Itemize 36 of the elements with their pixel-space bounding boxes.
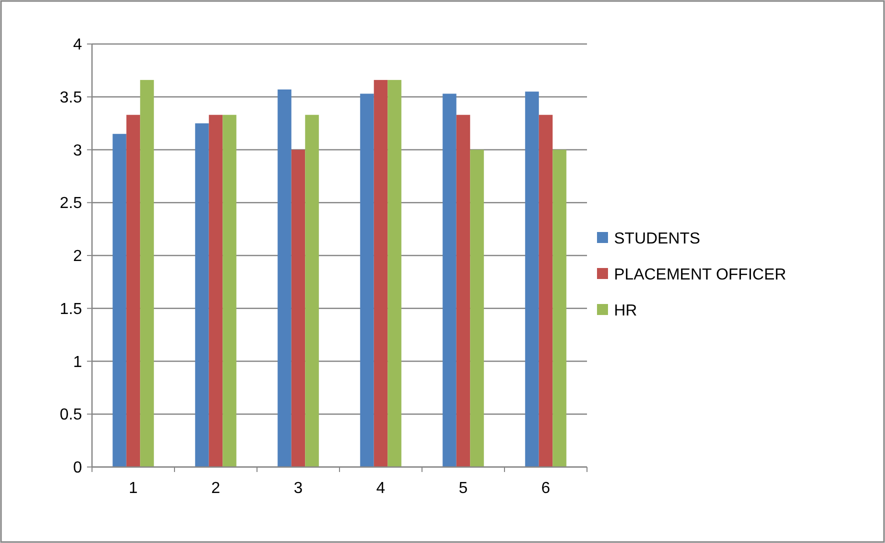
- y-tick-label: 3.5: [60, 89, 82, 106]
- y-tick-label: 4: [73, 36, 82, 54]
- bar: [208, 114, 223, 467]
- bar: [470, 150, 484, 467]
- y-tick-label: 1.5: [60, 300, 82, 318]
- bar: [305, 114, 319, 467]
- y-tick-label: 0: [73, 460, 82, 477]
- y-tick-label: 1: [73, 354, 82, 371]
- y-tick-label: 2.5: [60, 195, 82, 212]
- bar: [538, 114, 553, 467]
- x-tick-label: 5: [458, 480, 468, 497]
- bar: [374, 80, 388, 467]
- x-tick-label: 1: [128, 480, 138, 497]
- bar: [442, 94, 456, 467]
- x-tick-label: 3: [294, 480, 303, 497]
- bar: [291, 150, 306, 467]
- bar: [126, 114, 140, 467]
- legend-label: STUDENTS: [614, 230, 700, 248]
- legend-label: PLACEMENT OFFICER: [614, 266, 786, 284]
- bar: [456, 114, 470, 467]
- x-tick-label: 2: [211, 480, 220, 497]
- x-tick-label: 6: [541, 480, 550, 497]
- bar: [278, 89, 292, 467]
- bar: [388, 80, 402, 467]
- bar: [525, 92, 539, 467]
- bar: [222, 114, 236, 467]
- bar: [140, 80, 154, 467]
- y-tick-label: 0.5: [60, 406, 82, 424]
- x-tick-label: 4: [376, 480, 386, 497]
- legend-label: HR: [614, 302, 638, 320]
- y-tick-label: 3: [73, 142, 82, 160]
- bar: [552, 150, 566, 467]
- bar: [195, 123, 209, 467]
- bar: [112, 134, 126, 467]
- y-tick-label: 2: [73, 248, 82, 266]
- bar: [360, 94, 374, 467]
